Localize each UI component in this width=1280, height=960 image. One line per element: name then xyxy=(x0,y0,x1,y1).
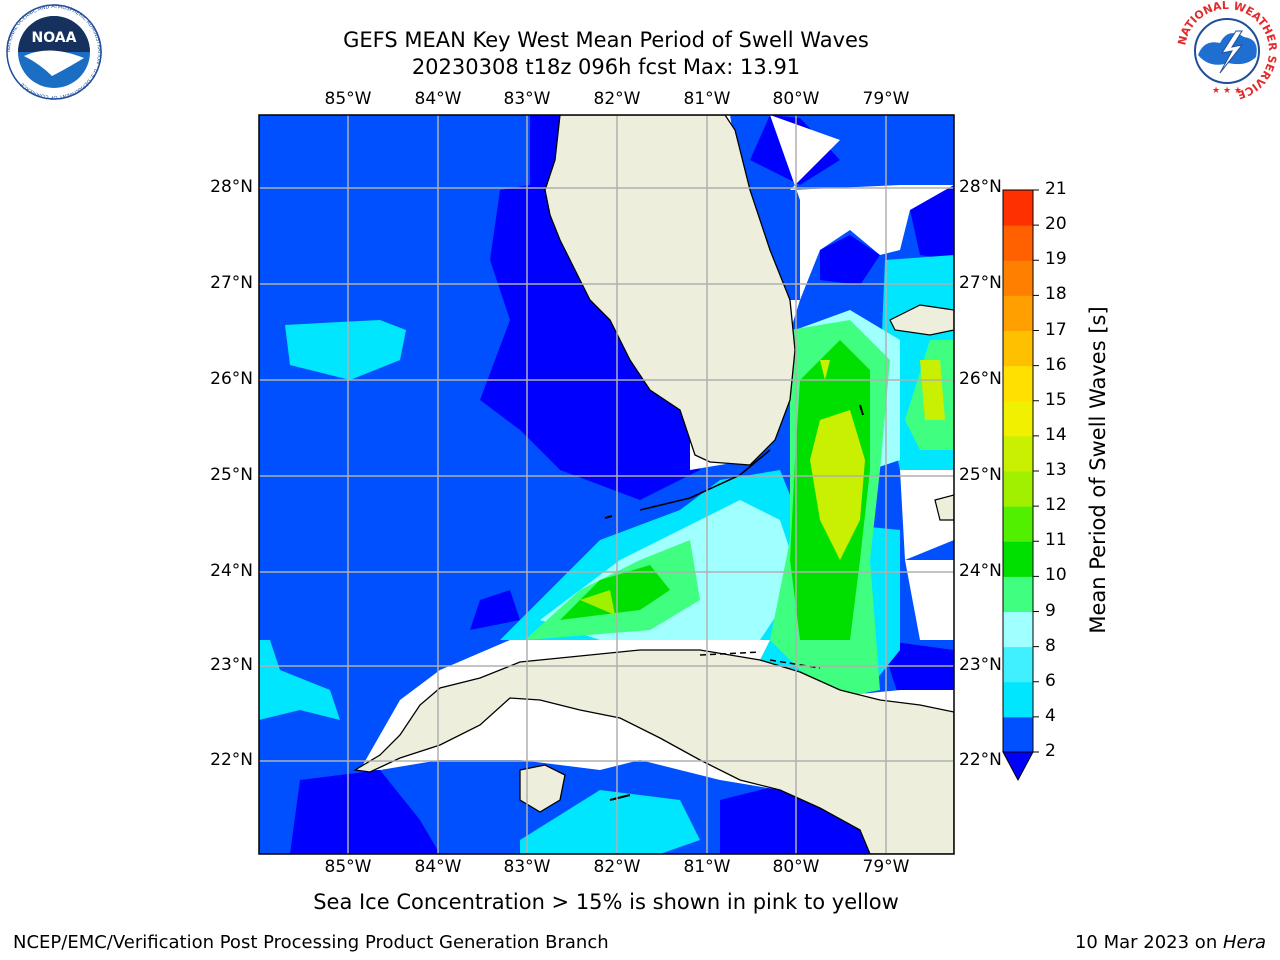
lat-label-right: 22°N xyxy=(959,750,1002,770)
noaa-logo-text: NOAA xyxy=(32,30,77,46)
colorbar-tick-label: 15 xyxy=(1045,389,1067,410)
colorbar-swatch xyxy=(1003,471,1033,507)
colorbar-swatch xyxy=(1003,611,1033,648)
lon-label-bottom: 82°W xyxy=(593,857,641,877)
colorbar-tick-label: 4 xyxy=(1045,705,1056,726)
colorbar-swatch xyxy=(1003,330,1033,367)
colorbar-swatch xyxy=(1003,365,1033,402)
colorbar-tick-label: 16 xyxy=(1045,354,1067,375)
colorbar-label: Mean Period of Swell Waves [s] xyxy=(1086,306,1110,634)
colorbar-tick-label: 9 xyxy=(1045,600,1056,621)
footer-branch: NCEP/EMC/Verification Post Processing Pr… xyxy=(13,932,609,953)
lat-label-left: 24°N xyxy=(210,561,253,581)
lon-label-bottom: 79°W xyxy=(862,857,910,877)
colorbar-tick-label: 6 xyxy=(1045,670,1056,691)
chart-title: GEFS MEAN Key West Mean Period of Swell … xyxy=(343,28,869,52)
lat-label-left: 26°N xyxy=(210,369,253,389)
lat-label-left: 23°N xyxy=(210,655,253,675)
colorbar-tick-label: 13 xyxy=(1045,460,1067,480)
colorbar-swatch xyxy=(1003,576,1033,612)
lat-label-right: 24°N xyxy=(959,561,1002,581)
colorbar-swatch xyxy=(1003,260,1033,296)
lon-label-top: 80°W xyxy=(772,89,820,109)
lat-label-right: 28°N xyxy=(959,177,1002,197)
lon-label-bottom: 80°W xyxy=(772,857,820,877)
footer-machine: Hera xyxy=(1222,932,1266,953)
sea-ice-note: Sea Ice Concentration > 15% is shown in … xyxy=(313,890,899,914)
colorbar-tick-label: 11 xyxy=(1045,530,1067,551)
colorbar-swatch xyxy=(1003,541,1033,577)
colorbar-swatch xyxy=(1003,646,1033,683)
colorbar-tick-label: 2 xyxy=(1045,741,1056,761)
noaa-logo: NATIONAL OCEANIC AND ATMOSPHERIC ADMINIS… xyxy=(6,4,102,100)
svg-text:★ ★ ★: ★ ★ ★ xyxy=(1212,86,1242,96)
colorbar-under-arrow xyxy=(1002,751,1034,782)
lat-label-right: 26°N xyxy=(959,369,1002,389)
colorbar-swatch xyxy=(1003,716,1033,753)
map-grid xyxy=(259,115,954,854)
colorbar-swatch xyxy=(1003,506,1033,542)
colorbar-swatch xyxy=(1003,225,1033,261)
colorbar-tick-label: 8 xyxy=(1045,635,1056,656)
footer-date: 10 Mar 2023 on Hera xyxy=(1075,932,1266,953)
chart-subtitle: 20230308 t18z 096h fcst Max: 13.91 xyxy=(411,55,801,79)
lat-label-right: 27°N xyxy=(959,273,1002,293)
colorbar-tick-label: 20 xyxy=(1045,214,1067,235)
lon-label-bottom: 85°W xyxy=(324,857,372,877)
lat-label-left: 28°N xyxy=(210,177,253,197)
colorbar-swatch xyxy=(1003,190,1033,226)
nws-logo: NATIONAL WEATHER SERVICE ★ ★ ★ xyxy=(1176,1,1278,101)
colorbar xyxy=(1002,189,1039,782)
lon-label-bottom: 83°W xyxy=(503,857,551,877)
colorbar-tick-label: 17 xyxy=(1045,319,1067,340)
map-plot-area xyxy=(259,115,954,854)
lat-label-left: 27°N xyxy=(210,273,253,293)
lon-label-bottom: 81°W xyxy=(683,857,731,877)
lon-label-top: 82°W xyxy=(593,89,641,109)
colorbar-tick-label: 12 xyxy=(1045,495,1067,516)
lon-label-bottom: 84°W xyxy=(414,857,462,877)
colorbar-tick-label: 21 xyxy=(1045,179,1067,199)
lat-label-right: 23°N xyxy=(959,655,1002,675)
colorbar-tick-label: 18 xyxy=(1045,284,1067,305)
colorbar-tick-label: 19 xyxy=(1045,249,1067,270)
lon-label-top: 84°W xyxy=(414,89,462,109)
lat-label-left: 25°N xyxy=(210,465,253,485)
lon-label-top: 83°W xyxy=(503,89,551,109)
colorbar-tick-label: 14 xyxy=(1045,424,1067,445)
colorbar-swatch xyxy=(1003,400,1033,437)
lon-label-top: 79°W xyxy=(862,89,910,109)
footer-date-text: 10 Mar 2023 on xyxy=(1074,932,1223,953)
lon-label-top: 85°W xyxy=(324,89,372,109)
lat-label-right: 25°N xyxy=(959,465,1002,485)
colorbar-swatch xyxy=(1003,435,1033,472)
colorbar-tick-label: 10 xyxy=(1045,565,1067,586)
colorbar-swatch xyxy=(1003,295,1033,331)
lon-label-top: 81°W xyxy=(683,89,731,109)
colorbar-swatch xyxy=(1003,681,1033,718)
lat-label-left: 22°N xyxy=(210,750,253,770)
